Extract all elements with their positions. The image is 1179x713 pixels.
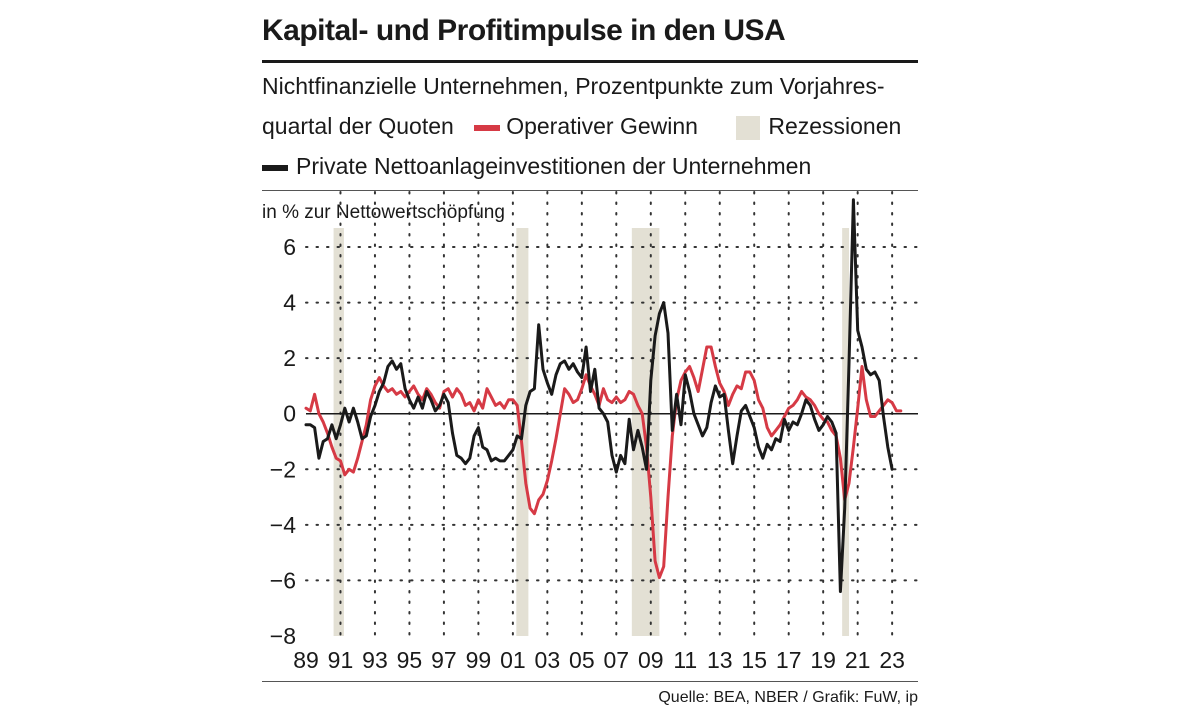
x-tick-label: 07 xyxy=(604,647,630,673)
x-tick-label: 15 xyxy=(741,647,767,673)
y-tick-label: −4 xyxy=(270,512,296,538)
legend-recession-swatch xyxy=(736,115,761,140)
x-tick-label: 09 xyxy=(638,647,664,673)
recession-bands xyxy=(333,228,850,636)
subtitle-line-2-row: quartal der Quoten Operativer Gewinn Rez… xyxy=(262,113,901,140)
x-tick-label: 03 xyxy=(535,647,561,673)
x-tick-label: 97 xyxy=(431,647,457,673)
title-rule xyxy=(262,60,918,63)
legend-profit-swatch xyxy=(474,124,501,131)
x-tick-label: 21 xyxy=(845,647,871,673)
x-tick-label: 01 xyxy=(500,647,526,673)
legend-invest-label: Private Nettoanlageinvestitionen der Unt… xyxy=(296,153,812,179)
subtitle-line-1: Nichtfinanzielle Unternehmen, Prozentpun… xyxy=(262,73,885,99)
y-tick-label: 2 xyxy=(283,345,296,371)
x-tick-label: 17 xyxy=(776,647,802,673)
x-tick-label: 05 xyxy=(569,647,595,673)
y-tick-labels: 6 4 2 0 −2 −4 −6 −8 xyxy=(270,234,296,649)
series-operativer-gewinn xyxy=(304,345,903,580)
chart-title: Kapital- und Profitimpulse in den USA xyxy=(262,14,786,47)
legend-recession-label: Rezessionen xyxy=(768,113,902,139)
line-chart: 6 4 2 0 −2 −4 −6 −8 89 91 93 95 97 99 01 03 05 07 09 11 13 1… xyxy=(270,191,918,673)
x-tick-label: 89 xyxy=(293,647,319,673)
x-tick-label: 19 xyxy=(810,647,836,673)
x-tick-label: 93 xyxy=(362,647,388,673)
legend-row-invest: Private Nettoanlageinvestitionen der Unt… xyxy=(262,153,811,179)
y-tick-label: −6 xyxy=(270,567,296,593)
footer-divider xyxy=(262,681,918,682)
y-tick-label: −8 xyxy=(270,623,296,649)
legend-invest-swatch xyxy=(262,164,288,171)
x-tick-label: 13 xyxy=(707,647,733,673)
header-divider xyxy=(262,190,918,191)
legend-profit-label: Operativer Gewinn xyxy=(506,113,698,139)
x-tick-labels: 89 91 93 95 97 99 01 03 05 07 09 11 13 15 17 19 21 23 xyxy=(293,647,905,673)
y-tick-label: 6 xyxy=(283,234,296,260)
x-tick-label: 95 xyxy=(397,647,423,673)
x-tick-label: 11 xyxy=(673,647,697,673)
x-tick-label: 23 xyxy=(879,647,905,673)
series-nettoanlageinvestitionen xyxy=(304,198,894,593)
y-axis-unit: in % zur Nettowertschöpfung xyxy=(262,202,505,223)
y-tick-label: 4 xyxy=(283,290,296,316)
y-tick-label: 0 xyxy=(283,401,296,427)
y-tick-label: −2 xyxy=(270,456,296,482)
x-tick-label: 91 xyxy=(328,647,354,673)
subtitle-line-2: quartal der Quoten xyxy=(262,113,454,139)
source-note: Quelle: BEA, NBER / Grafik: FuW, ip xyxy=(658,689,918,706)
x-tick-label: 99 xyxy=(466,647,492,673)
series-lines xyxy=(304,198,903,593)
